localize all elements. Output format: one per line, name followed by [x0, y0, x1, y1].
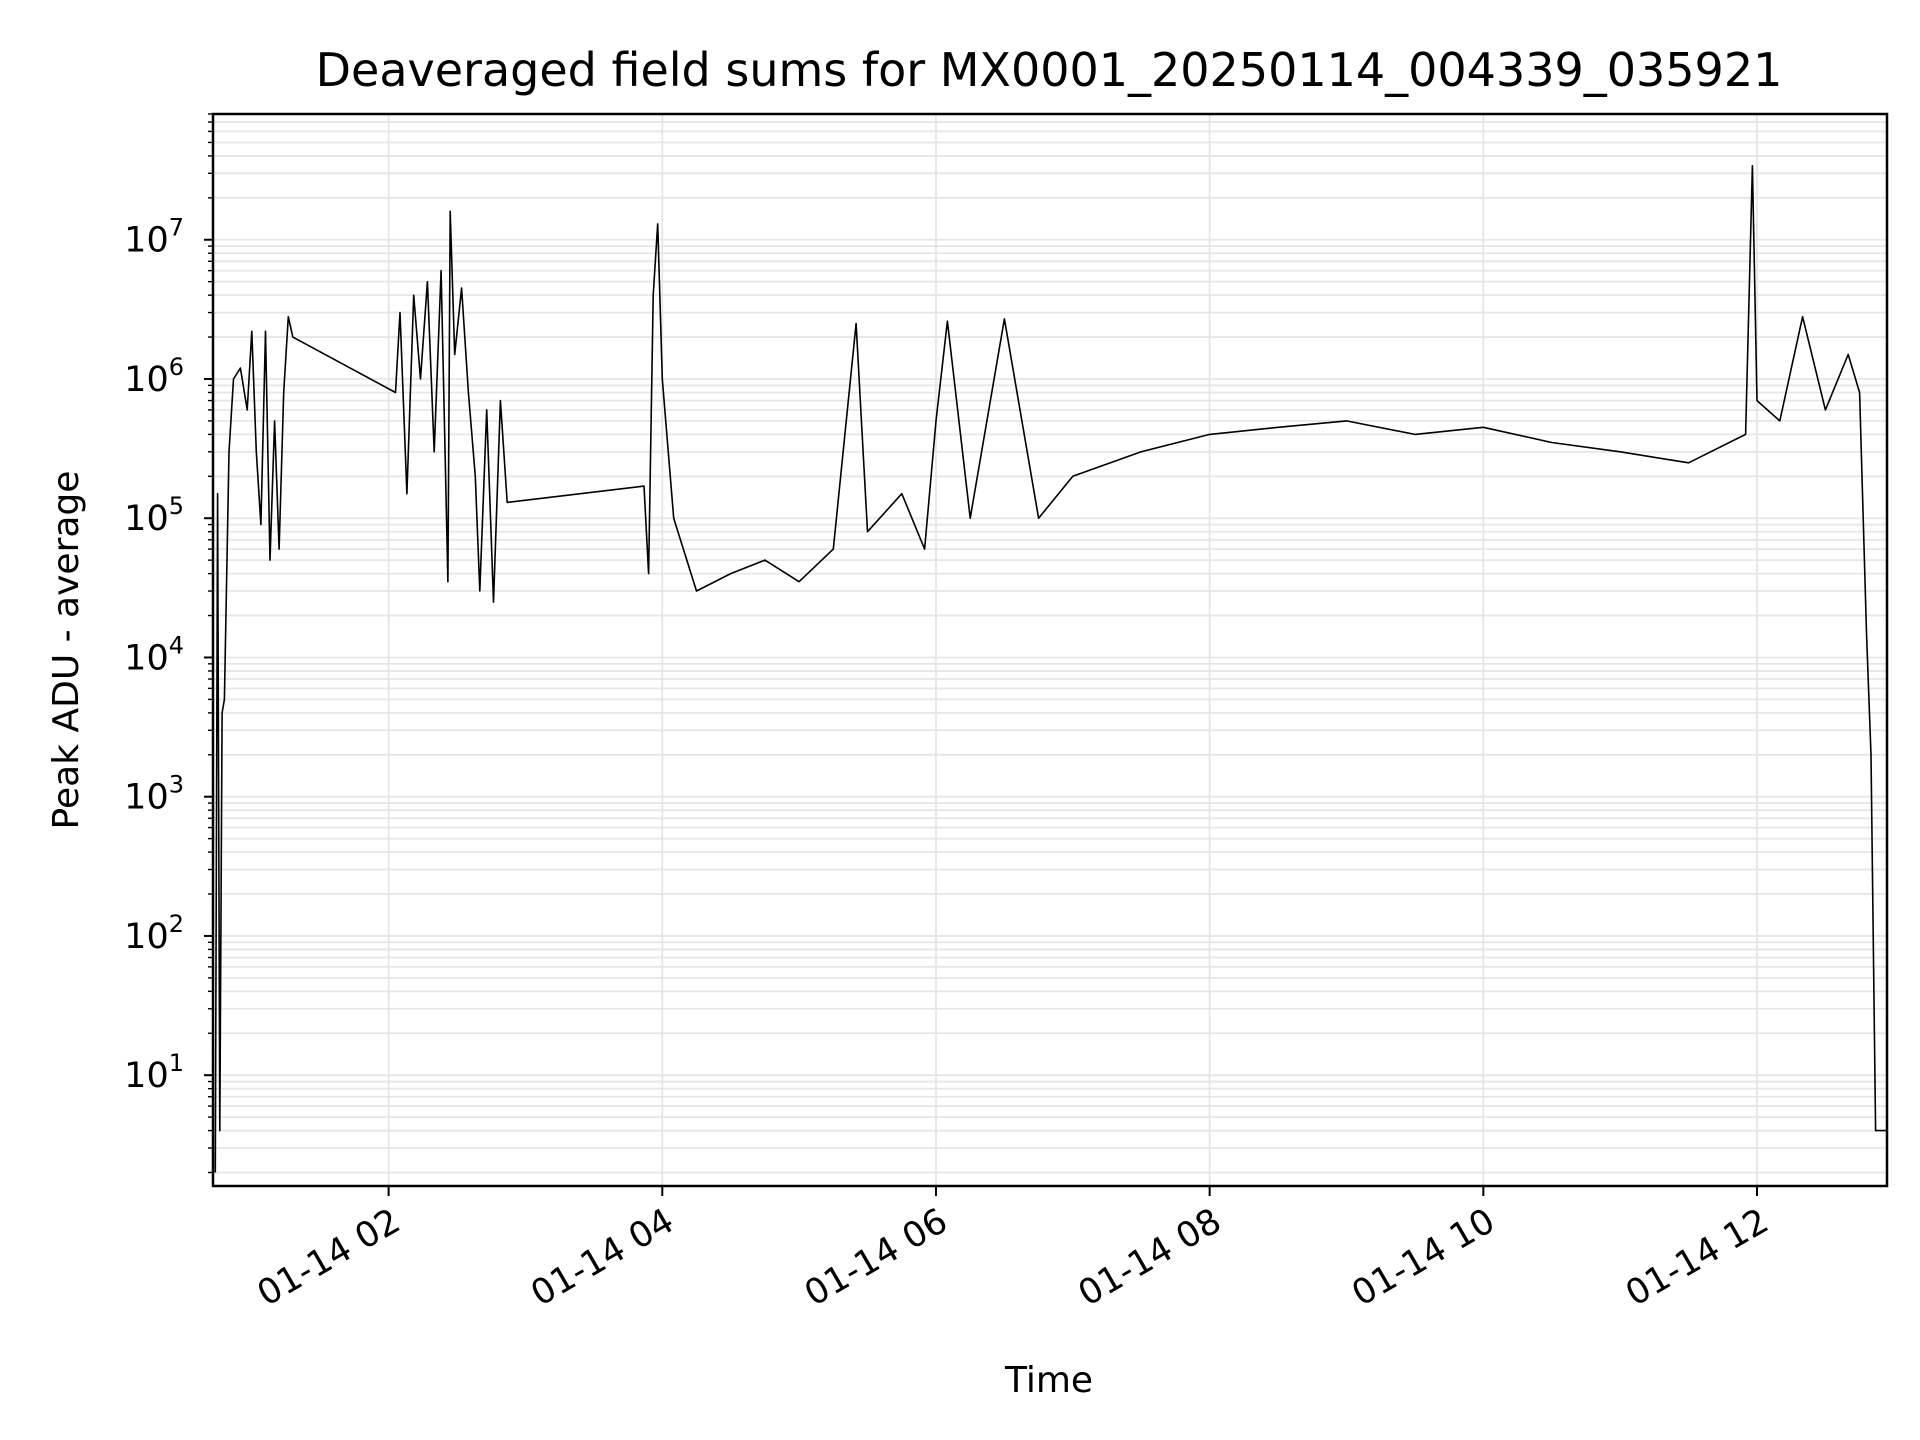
- y-tick-label-exponent: 1: [169, 1049, 184, 1077]
- y-tick-label: 102: [124, 910, 184, 957]
- series: [214, 164, 1887, 1173]
- chart-title: Deaveraged field sums for MX0001_2025011…: [316, 43, 1783, 97]
- y-tick-label-base: 10: [124, 499, 169, 539]
- plot-frame: [211, 112, 1889, 1188]
- y-tick-label-base: 10: [124, 778, 169, 818]
- x-axis-label: Time: [1004, 1360, 1093, 1401]
- grid: [213, 113, 1887, 1186]
- y-tick-label-base: 10: [124, 360, 169, 400]
- y-tick-label: 104: [124, 631, 184, 678]
- y-tick-label-exponent: 4: [169, 631, 184, 659]
- y-tick-label-exponent: 5: [169, 492, 184, 520]
- y-tick-label-exponent: 7: [169, 214, 184, 242]
- y-tick-label: 103: [124, 771, 184, 818]
- y-tick-label-base: 10: [124, 917, 169, 957]
- y-tick-label: 107: [124, 214, 184, 261]
- y-tick-label-base: 10: [124, 221, 169, 261]
- y-tick-label-base: 10: [124, 638, 169, 678]
- y-tick-label-exponent: 6: [169, 353, 184, 381]
- y-tick-label: 105: [124, 492, 184, 539]
- y-tick-label: 101: [124, 1049, 184, 1096]
- y-tick-label: 106: [124, 353, 184, 400]
- y-axis-label: Peak ADU - average: [46, 471, 87, 830]
- y-tick-label-base: 10: [124, 1056, 169, 1096]
- series-line: [214, 164, 1887, 1173]
- y-tick-label-exponent: 2: [169, 910, 184, 938]
- y-tick-label-exponent: 3: [169, 771, 184, 799]
